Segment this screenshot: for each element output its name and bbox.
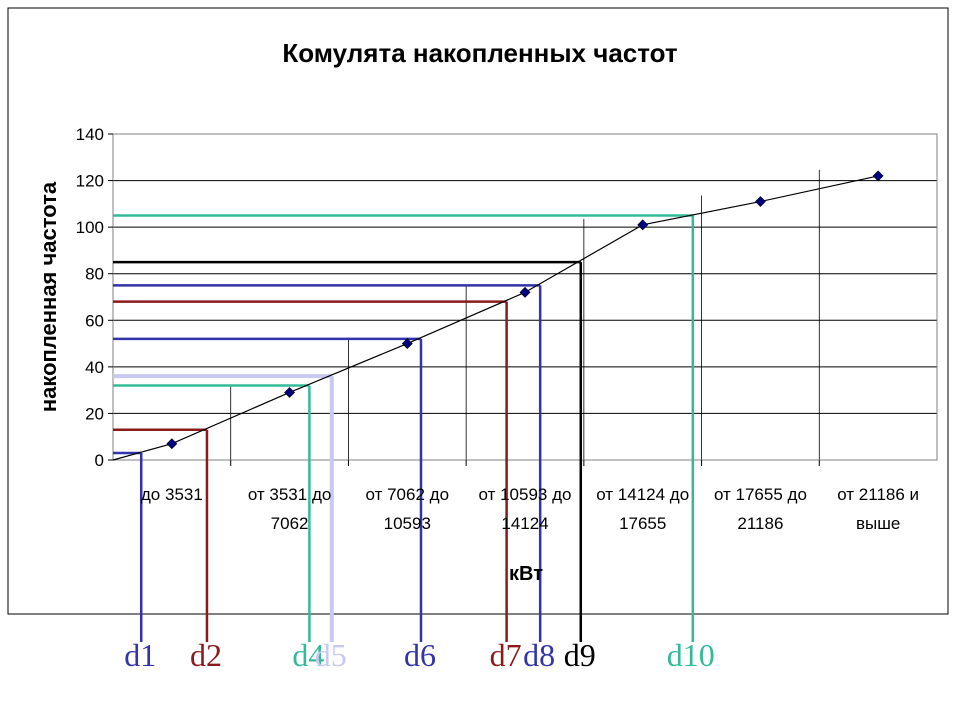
axis-ticks: 0 20 40 60 80 100 120 140 до 3531 от 3531 до 7062 о…	[76, 125, 919, 533]
reference-lines	[113, 214, 695, 642]
d-label-d10: d10	[667, 637, 715, 673]
y-axis-label: накопленная частота	[36, 181, 61, 412]
y-tick-label: 0	[95, 451, 104, 470]
x-tick-label: от 14124 до	[596, 485, 689, 504]
x-tick-label: от 7062 до	[366, 485, 450, 504]
plot-area	[112, 133, 938, 461]
x-tick-label: выше	[856, 514, 900, 533]
d-label-d8: d8	[523, 637, 555, 673]
x-tick-label: 7062	[271, 514, 309, 533]
data-point-marker	[519, 286, 531, 298]
x-tick-label: 21186	[737, 514, 783, 533]
d-label-d9: d9	[564, 637, 596, 673]
d-label-d2: d2	[190, 637, 222, 673]
d-label-d1: d1	[124, 637, 156, 673]
x-tick-label: 17655	[619, 514, 666, 533]
chart-frame	[7, 7, 949, 615]
data-point-marker	[637, 219, 649, 231]
x-tick-label: от 3531 до	[248, 485, 332, 504]
y-tick-label: 40	[85, 358, 104, 377]
d-label-d7: d7	[490, 637, 522, 673]
x-axis-label: кВт	[509, 563, 543, 585]
gridlines	[113, 169, 937, 460]
x-tick-label: 14124	[501, 514, 548, 533]
data-point-marker	[401, 338, 413, 349]
y-tick-label: 20	[85, 404, 104, 423]
y-tick-label: 100	[76, 218, 104, 237]
d-label-d4: d4	[292, 637, 324, 673]
y-tick-label: 120	[76, 172, 104, 191]
data-point-marker	[755, 196, 766, 207]
x-tick-label: 10593	[384, 514, 431, 533]
y-tick-label: 80	[85, 265, 104, 284]
d-label-d5: d5	[315, 637, 347, 673]
data-point-marker	[166, 438, 178, 450]
x-tick-label: от 17655 до	[714, 485, 807, 504]
data-point-marker	[872, 170, 884, 182]
x-tick-label: от 10593 до	[479, 485, 572, 504]
chart-title: Комулята накопленных частот	[282, 38, 678, 68]
data-series	[112, 170, 884, 461]
d-label-d6: d6	[404, 637, 436, 673]
x-tick-label: от 21186 и	[837, 485, 919, 504]
x-tick-label: до 3531	[141, 485, 203, 504]
y-tick-label: 60	[85, 311, 104, 330]
data-point-marker	[284, 387, 295, 398]
y-tick-label: 140	[76, 125, 104, 144]
series-line	[112, 175, 879, 461]
